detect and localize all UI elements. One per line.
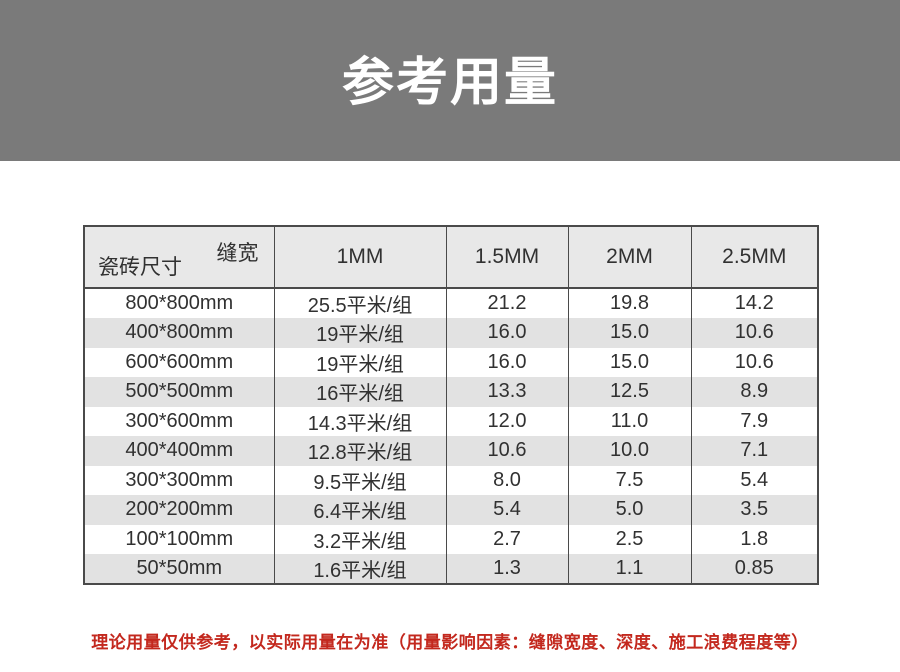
- usage-value-cell: 5.4: [690, 465, 818, 495]
- tile-size-cell: 400*800mm: [84, 318, 274, 348]
- usage-value-cell: 7.9: [690, 406, 818, 436]
- usage-value-cell: 16.0: [445, 347, 568, 377]
- corner-header-cell: 缝宽 瓷砖尺寸: [84, 226, 274, 288]
- usage-value-cell: 3.2平米/组: [273, 524, 446, 554]
- tile-size-cell: 400*400mm: [84, 436, 274, 466]
- usage-value-cell: 14.2: [690, 288, 818, 318]
- column-header-1mm: 1MM: [273, 226, 446, 288]
- usage-value-cell: 16.0: [445, 318, 568, 348]
- tile-size-cell: 800*800mm: [84, 288, 274, 318]
- usage-value-cell: 10.0: [567, 436, 691, 466]
- usage-value-cell: 15.0: [567, 318, 691, 348]
- tile-size-cell: 300*600mm: [84, 406, 274, 436]
- usage-value-cell: 19平米/组: [273, 347, 446, 377]
- usage-value-cell: 15.0: [567, 347, 691, 377]
- usage-value-cell: 12.0: [445, 406, 568, 436]
- tile-size-cell: 200*200mm: [84, 495, 274, 525]
- usage-value-cell: 11.0: [567, 406, 691, 436]
- tile-size-cell: 600*600mm: [84, 347, 274, 377]
- usage-value-cell: 7.5: [567, 465, 691, 495]
- usage-value-cell: 13.3: [445, 377, 568, 407]
- column-header-2mm: 2MM: [567, 226, 691, 288]
- usage-value-cell: 16平米/组: [273, 377, 446, 407]
- table-row: 800*800mm 25.5平米/组 21.2 19.8 14.2: [84, 288, 818, 318]
- header-row: 缝宽 瓷砖尺寸 1MM 1.5MM 2MM 2.5MM: [84, 226, 818, 288]
- usage-value-cell: 3.5: [690, 495, 818, 525]
- usage-value-cell: 1.1: [567, 554, 691, 584]
- usage-value-cell: 14.3平米/组: [273, 406, 446, 436]
- usage-value-cell: 21.2: [445, 288, 568, 318]
- usage-value-cell: 1.6平米/组: [273, 554, 446, 584]
- usage-value-cell: 10.6: [690, 347, 818, 377]
- usage-value-cell: 12.8平米/组: [273, 436, 446, 466]
- tile-size-cell: 300*300mm: [84, 465, 274, 495]
- usage-value-cell: 5.0: [567, 495, 691, 525]
- usage-value-cell: 1.8: [690, 524, 818, 554]
- table-row: 600*600mm 19平米/组 16.0 15.0 10.6: [84, 347, 818, 377]
- table-row: 300*600mm 14.3平米/组 12.0 11.0 7.9: [84, 406, 818, 436]
- usage-value-cell: 19.8: [567, 288, 691, 318]
- column-header-1-5mm: 1.5MM: [445, 226, 568, 288]
- usage-value-cell: 8.0: [445, 465, 568, 495]
- usage-table: 缝宽 瓷砖尺寸 1MM 1.5MM 2MM 2.5MM 800*800mm 25…: [83, 225, 819, 585]
- usage-value-cell: 9.5平米/组: [273, 465, 446, 495]
- usage-value-cell: 8.9: [690, 377, 818, 407]
- footer-note: 理论用量仅供参考，以实际用量在为准（用量影响因素：缝隙宽度、深度、施工浪费程度等…: [91, 633, 809, 652]
- corner-label-tile-size: 瓷砖尺寸: [98, 256, 182, 279]
- usage-value-cell: 7.1: [690, 436, 818, 466]
- usage-value-cell: 2.7: [445, 524, 568, 554]
- table-row: 400*800mm 19平米/组 16.0 15.0 10.6: [84, 318, 818, 348]
- usage-table-header: 缝宽 瓷砖尺寸 1MM 1.5MM 2MM 2.5MM: [84, 226, 818, 288]
- page-title: 参考用量: [341, 51, 558, 113]
- usage-value-cell: 10.6: [690, 318, 818, 348]
- usage-value-cell: 12.5: [567, 377, 691, 407]
- table-row: 500*500mm 16平米/组 13.3 12.5 8.9: [84, 377, 818, 407]
- usage-value-cell: 10.6: [445, 436, 568, 466]
- table-row: 300*300mm 9.5平米/组 8.0 7.5 5.4: [84, 465, 818, 495]
- tile-size-cell: 100*100mm: [84, 524, 274, 554]
- corner-label-seam-width: 缝宽: [216, 242, 259, 265]
- tile-size-cell: 50*50mm: [84, 554, 274, 584]
- usage-value-cell: 1.3: [445, 554, 568, 584]
- table-row: 50*50mm 1.6平米/组 1.3 1.1 0.85: [84, 554, 818, 584]
- usage-value-cell: 2.5: [567, 524, 691, 554]
- column-header-2-5mm: 2.5MM: [690, 226, 818, 288]
- table-row: 200*200mm 6.4平米/组 5.4 5.0 3.5: [84, 495, 818, 525]
- usage-table-body: 800*800mm 25.5平米/组 21.2 19.8 14.2 400*80…: [84, 288, 818, 584]
- usage-value-cell: 6.4平米/组: [273, 495, 446, 525]
- usage-value-cell: 19平米/组: [273, 318, 446, 348]
- usage-value-cell: 5.4: [445, 495, 568, 525]
- usage-value-cell: 25.5平米/组: [273, 288, 446, 318]
- table-row: 400*400mm 12.8平米/组 10.6 10.0 7.1: [84, 436, 818, 466]
- header-banner: 参考用量: [0, 0, 900, 161]
- table-row: 100*100mm 3.2平米/组 2.7 2.5 1.8: [84, 524, 818, 554]
- tile-size-cell: 500*500mm: [84, 377, 274, 407]
- usage-value-cell: 0.85: [690, 554, 818, 584]
